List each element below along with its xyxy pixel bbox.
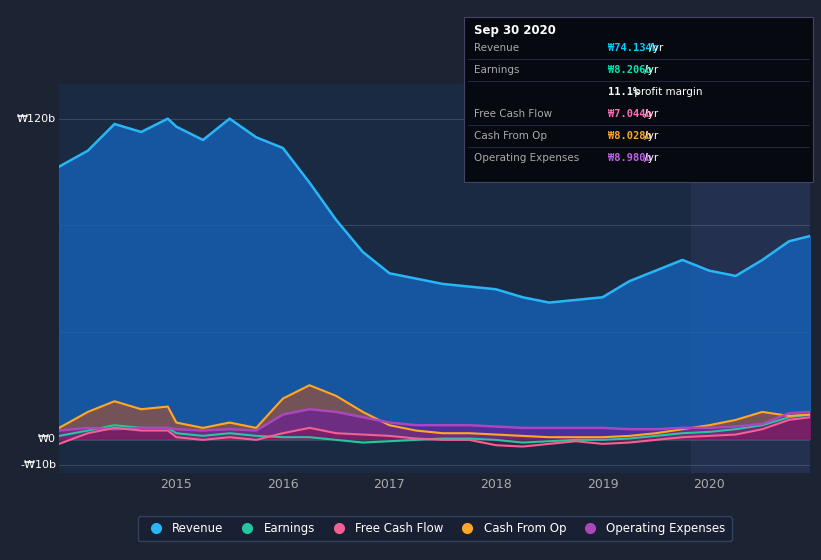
- Legend: Revenue, Earnings, Free Cash Flow, Cash From Op, Operating Expenses: Revenue, Earnings, Free Cash Flow, Cash …: [138, 516, 732, 542]
- Text: -₩10b: -₩10b: [20, 460, 56, 470]
- Text: ₩7.044b: ₩7.044b: [608, 109, 651, 119]
- Text: profit margin: profit margin: [631, 87, 703, 97]
- Text: ₩8.206b: ₩8.206b: [608, 65, 651, 75]
- Text: Free Cash Flow: Free Cash Flow: [474, 109, 552, 119]
- Text: Cash From Op: Cash From Op: [474, 131, 547, 141]
- Text: ₩120b: ₩120b: [17, 114, 56, 124]
- Text: /yr: /yr: [641, 153, 658, 163]
- Text: /yr: /yr: [641, 65, 658, 75]
- Text: Earnings: Earnings: [474, 65, 519, 75]
- Bar: [691, 84, 810, 473]
- Text: /yr: /yr: [645, 43, 663, 53]
- Text: Sep 30 2020: Sep 30 2020: [474, 24, 556, 36]
- Text: ₩8.980b: ₩8.980b: [608, 153, 651, 163]
- Text: Operating Expenses: Operating Expenses: [474, 153, 579, 163]
- Text: ₩74.134b: ₩74.134b: [608, 43, 658, 53]
- Text: ₩8.028b: ₩8.028b: [608, 131, 651, 141]
- Text: ₩0: ₩0: [38, 433, 56, 444]
- Text: Revenue: Revenue: [474, 43, 519, 53]
- Text: /yr: /yr: [641, 131, 658, 141]
- Text: 11.1%: 11.1%: [608, 87, 639, 97]
- Text: /yr: /yr: [641, 109, 658, 119]
